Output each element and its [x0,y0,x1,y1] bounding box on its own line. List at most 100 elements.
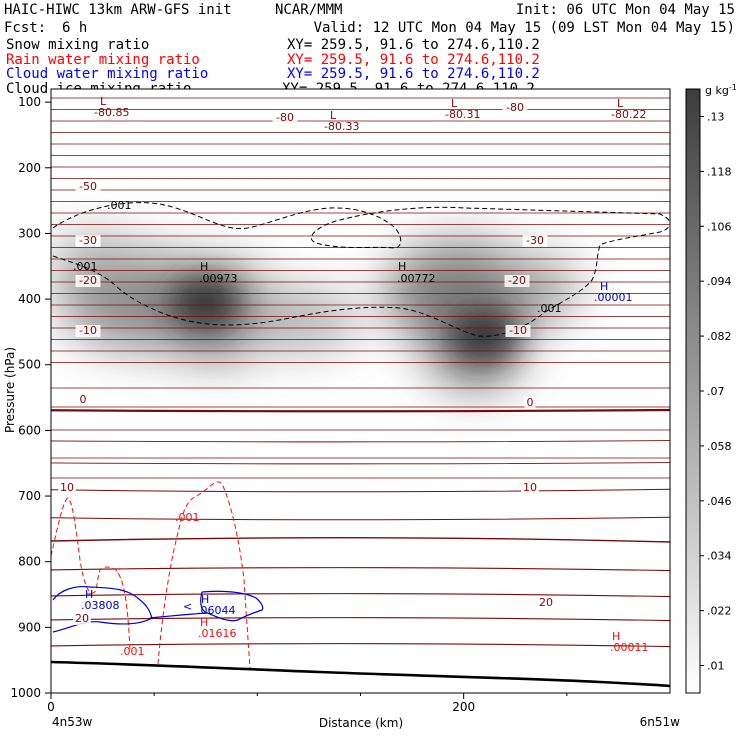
colorbar-tick-label: .022 [707,605,732,618]
y-tick-label: 600 [18,423,41,437]
cloud-ice-label: .001 [107,199,132,212]
isotherm-line-36 [51,593,670,598]
temp-low-value: -80.31 [445,108,480,121]
cloud-ice-label: .001 [537,302,562,315]
cloud-water-contours [52,585,264,633]
field-xy-snow: XY= 259.5, 91.6 to 274.6,110.2 [287,37,540,53]
colorbar-tick-label: .118 [707,165,732,178]
contour-annotations: -80-80-50-30 -30-20 -20-10 -100 010 102020L-8… [58,95,649,658]
isotherm-label: 20 [539,596,553,609]
isotherm-line-38 [51,643,670,648]
cloud-ice-high-value: .00001 [594,291,633,304]
model-title: HAIC-HIWC 13km ARW-GFS init [4,2,232,18]
forecast-value: 6 h [62,20,87,36]
rain-high-value: .01616 [198,627,237,640]
rain-high-marker: H [200,616,208,629]
field-name-snow: Snow mixing ratio [6,37,149,53]
cloud-water-high-value: .03808 [81,599,120,612]
isotherm-label: 10 [523,481,537,494]
colorbar-tick-label: .01 [707,660,725,673]
isotherm-label: 0 [527,396,534,409]
cloud-ice-high-marker: H [600,280,608,293]
colorbar-tick-label: .082 [707,330,732,343]
isotherm-label: -20 [508,274,526,287]
snow-core-1 [450,309,519,362]
colorbar-tick-label: .07 [707,385,725,398]
valid-time: Valid: 12 UTC Mon 04 May 15 (09 LST Mon … [314,20,735,36]
isotherm-label: 20 [75,612,89,625]
temp-low-marker: L [330,109,337,122]
colorbar-ramp [685,88,701,694]
forecast-label: Fcst: [4,20,46,36]
isotherm-label: -30 [526,234,544,247]
cloud-ice-contour-upper [52,202,670,249]
y-tick-label: 300 [18,226,41,240]
isotherm-label: -30 [79,234,97,247]
cloud-ice-contour-lower [52,225,670,337]
colorbar-tick-label: .094 [707,275,732,288]
cloud-water-contour-left [52,585,153,633]
snow-max-value: .00772 [397,272,436,285]
init-time: Init: 06 UTC Mon 04 May 15 [516,2,735,18]
rain-contour-middle [157,481,251,669]
isotherm-label: 10 [60,481,74,494]
temp-low-value: -80.33 [324,120,359,133]
rain-contour-left [51,497,131,651]
temperature-isotherms [51,97,670,648]
temp-low-marker: L [617,97,624,110]
isotherm-line-33 [51,516,670,521]
colorbar-tick-label: .046 [707,495,732,508]
y-tick-label: 100 [18,95,41,109]
y-tick-label: 800 [18,555,41,569]
colorbar-tick-label: .13 [707,110,725,123]
field-name-rain: Rain water mixing ratio [6,52,200,68]
cloud-water-direction-marker: < [183,600,192,613]
field-xy-cloud-water: XY= 259.5, 91.6 to 274.6,110.2 [287,66,540,82]
y-tick-label: 900 [18,620,41,634]
isotherm-line-29 [51,408,670,413]
y-tick-label: 400 [18,292,41,306]
cloud-water-contour-center [149,612,209,619]
field-xy-rain: XY= 259.5, 91.6 to 274.6,110.2 [287,52,540,68]
isotherm-label: -20 [79,274,97,287]
corner-left-label: 4n53w [52,715,93,729]
terrain-line [51,660,670,688]
isotherm-line-32 [51,488,670,493]
isotherm-label: -10 [509,324,527,337]
cloud-water-high-marker: H [201,593,209,606]
cloud-ice-contours [52,202,670,337]
colorbar-tick-label: .106 [707,220,732,233]
isotherm-line-34 [51,537,670,543]
x-axis-label: Distance (km) [319,716,403,730]
cloud-ice-label: .001 [73,260,98,273]
rain-high-marker: H [612,630,620,643]
cloud-water-high-value: .06044 [197,604,236,617]
isotherm-line-31 [51,462,670,465]
plot-area [51,89,670,693]
isotherm-line-37 [51,617,670,622]
y-tick-label: 1000 [10,686,41,700]
org-label: NCAR/MMM [275,2,342,18]
rain-label: .001 [175,511,200,524]
field-name-cloud-water: Cloud water mixing ratio [6,66,208,82]
snow-max-value: .00973 [199,272,238,285]
y-tick-label: 200 [18,161,41,175]
corner-right-label: 6n51w [640,715,681,729]
temp-low-marker: L [100,95,107,108]
colorbar: g kg-1 .01 .022 .034 .046 .058 .07 .082 .094 .10… [685,83,737,694]
cloud-water-contour-right [200,590,264,622]
isotherm-label: -10 [79,324,97,337]
snow-max-marker: H [200,260,208,273]
y-tick-label: 700 [18,489,41,503]
temp-low-marker: L [451,97,458,110]
x-tick-label: 200 [452,700,475,714]
colorbar-tick-label: .034 [707,550,732,563]
rain-contours [51,481,251,669]
isotherm-line-30 [51,440,670,443]
rain-label: .001 [120,645,145,658]
isotherm-label: -80 [276,111,294,124]
colorbar-unit: g kg-1 [705,83,737,97]
isotherm-label: -80 [506,101,524,114]
